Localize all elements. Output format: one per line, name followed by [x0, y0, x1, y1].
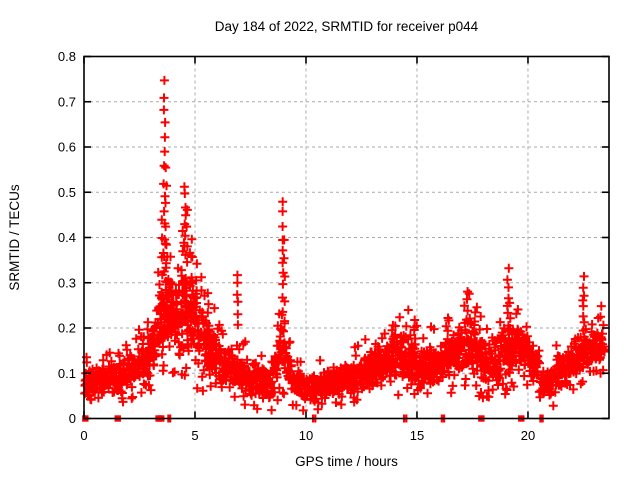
y-tick-label: 0.6: [58, 140, 76, 155]
y-axis-label: SRMTID / TECUs: [7, 184, 22, 291]
y-tick-label: 0.5: [58, 185, 76, 200]
y-tick-label: 0.1: [58, 366, 76, 381]
tick-labels: 0 5 10 15 20 0 0.1 0.2 0.3 0.4 0.5 0.6 0.7 0.8: [58, 49, 535, 443]
x-tick-label: 10: [299, 428, 313, 443]
x-tick-label: 15: [410, 428, 424, 443]
y-tick-label: 0.8: [58, 49, 76, 64]
y-tick-label: 0: [69, 411, 76, 426]
x-tick-label: 20: [521, 428, 535, 443]
plot-border: [83, 55, 610, 420]
x-tick-label: 5: [191, 428, 198, 443]
x-tick-label: 0: [80, 428, 87, 443]
x-axis-label: GPS time / hours: [295, 454, 398, 469]
chart-title: Day 184 of 2022, SRMTID for receiver p04…: [215, 19, 479, 34]
y-tick-label: 0.3: [58, 275, 76, 290]
y-tick-label: 0.2: [58, 321, 76, 336]
y-tick-label: 0.7: [58, 94, 76, 109]
y-tick-label: 0.4: [58, 230, 76, 245]
